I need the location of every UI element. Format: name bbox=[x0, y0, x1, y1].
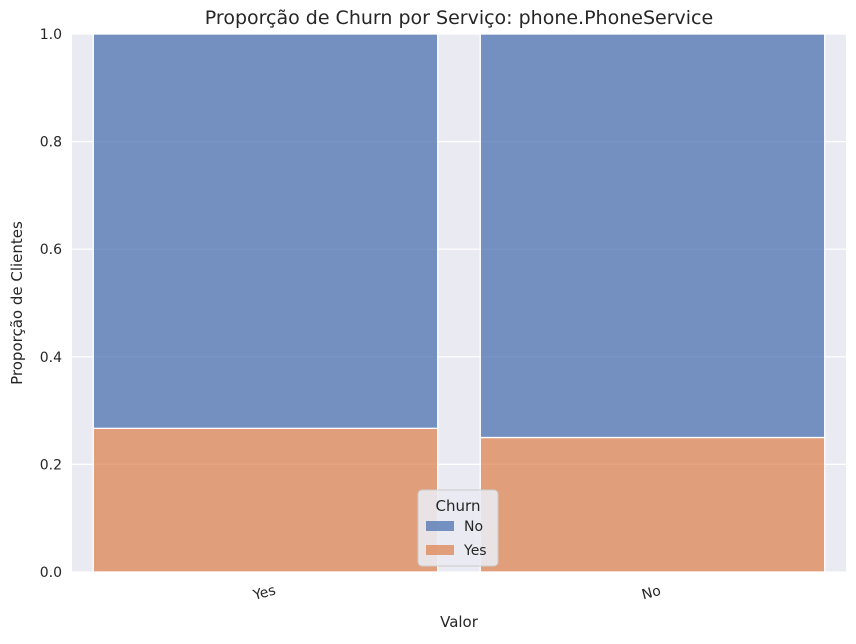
x-axis-label: Valor bbox=[440, 613, 479, 631]
x-ticks: Yes No bbox=[251, 582, 663, 604]
bars bbox=[92, 33, 826, 573]
legend-label-yes: Yes bbox=[463, 543, 487, 559]
legend-title: Churn bbox=[436, 497, 481, 515]
bar-yes-yes bbox=[92, 427, 439, 573]
bar-yes-no bbox=[92, 33, 439, 430]
y-tick-label: 0.6 bbox=[40, 242, 62, 258]
legend: Churn No Yes bbox=[417, 489, 499, 567]
bar-no-yes bbox=[479, 436, 826, 573]
bar-no-no bbox=[479, 33, 826, 439]
y-ticks: 0.0 0.2 0.4 0.6 0.8 1.0 bbox=[40, 27, 62, 581]
chart-title: Proporção de Churn por Serviço: phone.Ph… bbox=[205, 7, 713, 29]
x-tick-label: Yes bbox=[251, 582, 278, 604]
y-tick-label: 0.2 bbox=[40, 457, 62, 473]
legend-swatch-no bbox=[426, 521, 454, 531]
legend-swatch-yes bbox=[426, 545, 454, 555]
y-tick-label: 1.0 bbox=[40, 27, 62, 43]
x-tick-label: No bbox=[640, 583, 663, 603]
y-tick-label: 0.0 bbox=[40, 565, 62, 581]
y-axis-label: Proporção de Clientes bbox=[8, 221, 26, 385]
legend-label-no: No bbox=[464, 519, 483, 535]
y-tick-label: 0.4 bbox=[40, 350, 62, 366]
y-tick-label: 0.8 bbox=[40, 135, 62, 151]
